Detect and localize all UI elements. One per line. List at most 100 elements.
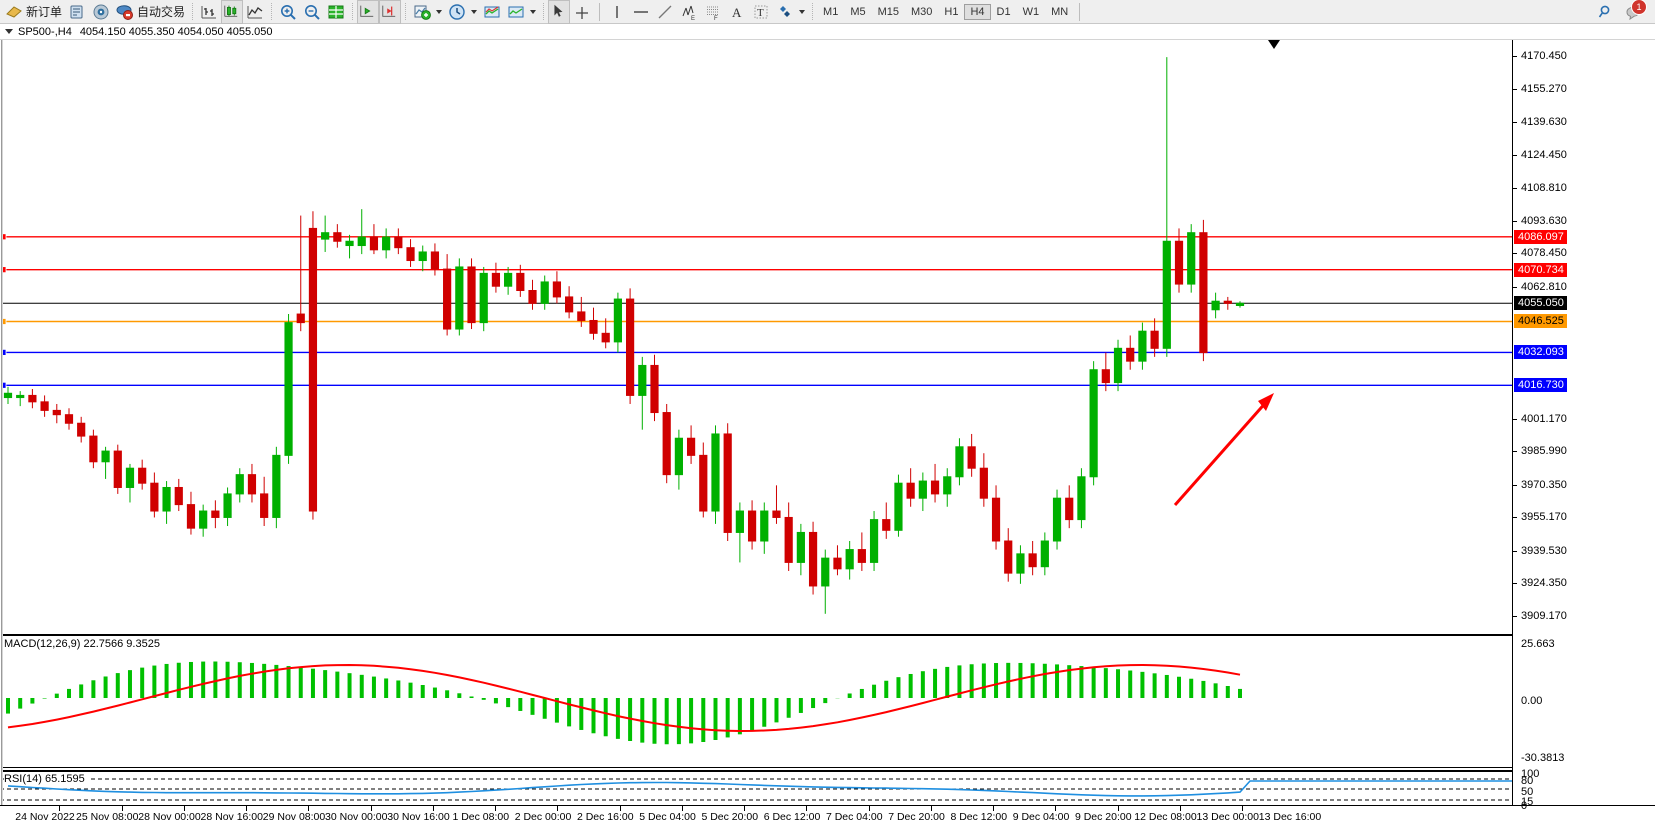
candle-body [247, 474, 257, 495]
price-level-badge-support[interactable]: 4016.730 [1514, 378, 1567, 393]
notifications-count: 1 [1631, 0, 1647, 15]
crosshair-button[interactable] [570, 2, 594, 22]
data-window-button[interactable] [324, 2, 348, 22]
templates-icon [483, 3, 501, 21]
time-tick [59, 806, 61, 811]
bar-chart-button[interactable] [197, 2, 221, 22]
timeframe-h4[interactable]: H4 [964, 3, 991, 20]
chart-template-dropdown[interactable] [504, 2, 539, 22]
candle-body [28, 394, 37, 403]
candle-body [138, 467, 147, 484]
candle-body [101, 450, 110, 463]
notifications-icon[interactable]: 1 [1625, 0, 1647, 21]
price-level-badge-resistance[interactable]: 4070.734 [1514, 262, 1567, 277]
time-tick [806, 806, 808, 811]
candle-body [833, 557, 842, 570]
timeframe-d1[interactable]: D1 [996, 5, 1011, 18]
time-tick [183, 806, 185, 811]
search-icon[interactable] [1597, 3, 1615, 21]
candle-body [979, 467, 988, 499]
toolbar-separator [1079, 2, 1081, 21]
toolbar-separator [352, 2, 354, 21]
text-icon: T [752, 3, 770, 21]
chart-workspace[interactable]: MACD(12,26,9) 22.7566 9.3525 RSI(14) 65.… [0, 40, 1655, 828]
candle-body [308, 227, 318, 512]
indicators-button[interactable] [410, 2, 445, 22]
period-button[interactable] [445, 2, 480, 22]
elliott-wave-button[interactable]: E [677, 2, 701, 22]
candle-body [613, 298, 623, 343]
chevron-down-icon[interactable] [471, 9, 478, 14]
chevron-down-icon[interactable] [530, 9, 537, 14]
timeframe-m5[interactable]: M5 [850, 5, 866, 18]
time-tick-label: 13 Dec 16:00 [1258, 811, 1322, 823]
timeframe-w1[interactable]: W1 [1022, 5, 1040, 18]
candle-body [625, 298, 635, 396]
pending-order-button[interactable] [65, 2, 89, 22]
timeframe-mn[interactable]: MN [1051, 5, 1069, 18]
chart-header: SP500-,H4 4054.150 4055.350 4054.050 405… [0, 24, 1655, 40]
candle-body [125, 467, 135, 488]
chevron-down-icon[interactable] [799, 9, 806, 14]
candle-body [1016, 553, 1025, 574]
candle-body [857, 549, 866, 563]
main-toolbar: 新订单 自动交易 [0, 0, 1655, 24]
terminal-button[interactable]: 自动交易 [113, 2, 188, 22]
rsi-pane[interactable]: RSI(14) 65.1595 [0, 770, 1512, 806]
zoom-out-button[interactable] [300, 2, 324, 22]
candle-body [772, 510, 781, 518]
shapes-button[interactable] [773, 2, 808, 22]
price-pane[interactable] [0, 40, 1513, 805]
time-tick [370, 806, 372, 811]
new-order-button[interactable]: 新订单 [2, 2, 65, 22]
cursor-button[interactable] [548, 0, 571, 24]
timeframe-h1[interactable]: H1 [944, 5, 959, 18]
timeframe-m1[interactable]: M1 [823, 5, 839, 18]
price-level-badge-resistance[interactable]: 4086.097 [1514, 229, 1567, 244]
candle-body [686, 437, 696, 456]
signals-icon [92, 3, 110, 21]
line-chart-button[interactable] [243, 2, 267, 22]
time-tick-label: 9 Dec 20:00 [1074, 811, 1132, 823]
time-axis[interactable]: 24 Nov 2022 25 Nov 08:00 28 Nov 00:00 28 No… [0, 805, 1655, 829]
candle-body [1028, 553, 1037, 568]
price-level-badge-support[interactable]: 4032.093 [1514, 345, 1567, 360]
candle-body [1150, 330, 1159, 349]
price-tick [1513, 286, 1517, 288]
time-tick [868, 806, 870, 811]
horizontal-line-button[interactable] [629, 2, 653, 22]
text-label-button[interactable]: A [725, 2, 749, 22]
price-level-badge-last-price[interactable]: 4055.050 [1514, 296, 1567, 311]
price-tick-label: 4139.630 [1521, 116, 1567, 129]
macd-pane[interactable]: MACD(12,26,9) 22.7566 9.3525 [0, 634, 1512, 768]
time-tick [1117, 806, 1119, 811]
candle-body [467, 266, 476, 324]
chart-shift-button[interactable] [379, 0, 402, 24]
trendline-button[interactable] [653, 2, 677, 22]
time-tick [1055, 806, 1057, 811]
candlestick-series [0, 40, 1512, 614]
price-axis[interactable]: 4170.450 4155.270 4139.630 4124.450 4108.810… [1513, 40, 1655, 812]
time-tick [1179, 806, 1181, 811]
signals-button[interactable] [89, 2, 113, 22]
zoom-in-button[interactable] [276, 2, 300, 22]
candle-body [357, 236, 366, 247]
vertical-line-button[interactable] [605, 2, 629, 22]
period-icon [448, 3, 466, 21]
terminal-icon [116, 3, 134, 21]
templates-button[interactable] [480, 2, 504, 22]
timeframe-m30[interactable]: M30 [911, 5, 933, 18]
candle-body [760, 510, 769, 542]
indicator-axis-label: 25.663 [1521, 638, 1555, 650]
auto-scroll-button[interactable] [357, 0, 380, 24]
timeframe-m15[interactable]: M15 [877, 5, 899, 18]
price-level-badge-pivot[interactable]: 4046.525 [1514, 314, 1567, 329]
chart-menu-icon[interactable] [5, 29, 13, 34]
text-button[interactable]: T [749, 2, 773, 22]
price-tick [1513, 56, 1517, 58]
fibonacci-button[interactable]: F [701, 2, 725, 22]
chevron-down-icon[interactable] [436, 9, 443, 14]
candle-body [1162, 240, 1171, 349]
candlestick-chart-button[interactable] [221, 0, 244, 24]
time-tick [1242, 806, 1243, 811]
